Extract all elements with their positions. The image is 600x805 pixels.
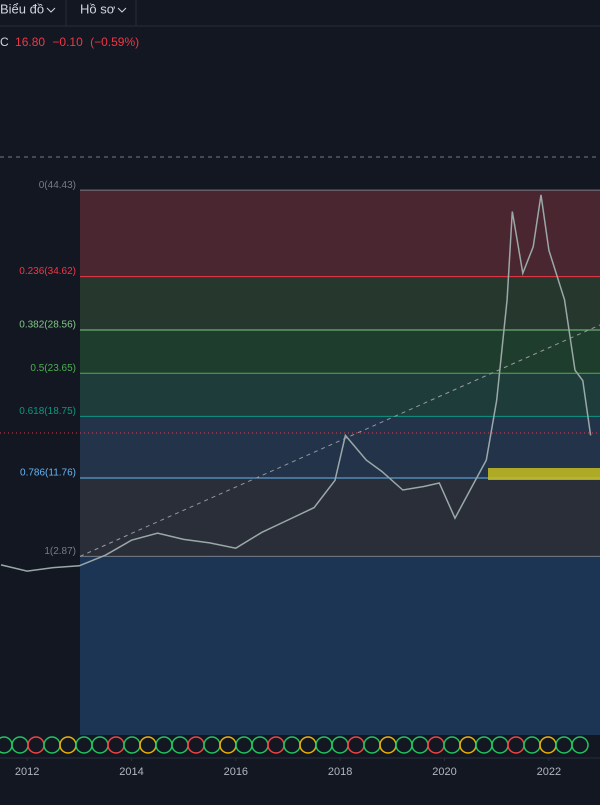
fib-zone: [80, 556, 600, 735]
toolbar: [0, 0, 600, 26]
x-tick-label: 2014: [119, 766, 143, 778]
price-series: [0, 194, 592, 572]
event-icon: [571, 736, 589, 754]
change: −0.10: [52, 35, 83, 49]
fib-label: 0(44.43): [39, 180, 76, 191]
trend-line: [79, 324, 600, 557]
plot: 0(44.43) 0.236(34.62) 0.382(28.56) 0.5(23.6…: [0, 180, 600, 778]
chevron: [117, 7, 127, 13]
menu-profile[interactable]: Hồ sơ: [80, 1, 116, 16]
fib-zone: [80, 190, 600, 277]
chevron: [46, 7, 56, 13]
fib-label: 0.382(28.56): [19, 320, 76, 331]
x-tick-label: 2018: [328, 766, 352, 778]
fib-zone: [80, 276, 600, 330]
symbol: C: [0, 35, 9, 49]
legend: C 16.80 −0.10 (−0.59%): [0, 35, 139, 49]
fib-label: 0.236(34.62): [19, 266, 76, 277]
fib-label: 0.5(23.65): [30, 363, 76, 374]
fib-zone: [80, 329, 600, 374]
fib-zone: [80, 478, 600, 557]
x-tick-label: 2022: [537, 766, 561, 778]
menu-chart[interactable]: Biểu đồ: [0, 1, 44, 16]
close: 16.80: [15, 35, 45, 49]
fib-label: 0.618(18.75): [19, 406, 76, 417]
fib-zone: [80, 373, 600, 417]
x-tick-label: 2016: [224, 766, 248, 778]
fib-label: 0.786(11.76): [20, 468, 76, 479]
change-pct: (−0.59%): [90, 35, 139, 49]
x-tick-label: 2012: [15, 766, 39, 778]
fib-label: 1(2.87): [44, 546, 76, 557]
fib-zone: [80, 416, 600, 479]
highlight-box: [488, 468, 600, 480]
x-tick-label: 2020: [432, 766, 456, 778]
